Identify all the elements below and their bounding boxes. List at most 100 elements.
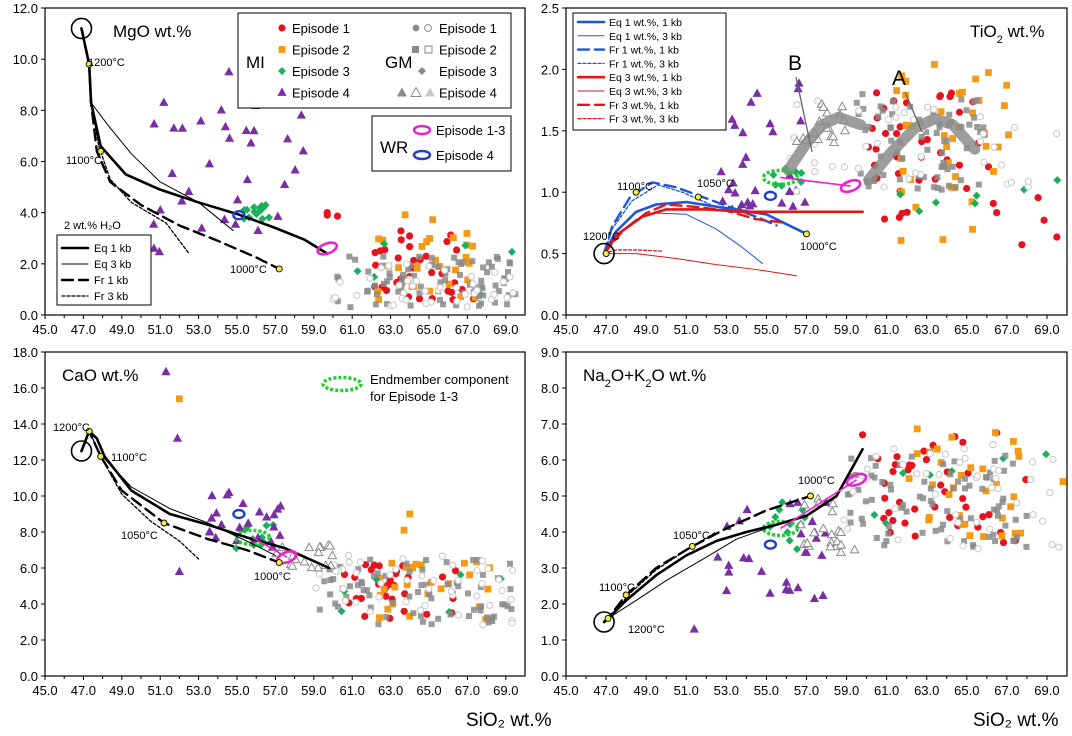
tio2-y-tick-label: 0.0 xyxy=(541,308,559,323)
mgo-x-tick-label: 51.0 xyxy=(148,322,173,337)
cao-point-gm xyxy=(474,556,481,563)
alk-scatter-points xyxy=(689,425,1067,633)
mgo-point-mi4 xyxy=(149,219,159,228)
tio2-point-gm xyxy=(889,111,896,118)
cao-label-1050: 1050°C xyxy=(121,530,158,542)
cao-point-mi2 xyxy=(384,605,392,613)
cao-point-gmo xyxy=(425,585,433,593)
alk-point-gmt xyxy=(802,537,813,547)
alk-point-gm xyxy=(860,520,867,527)
tio2-point-mi2 xyxy=(985,69,992,76)
cao-point-gm xyxy=(375,621,382,628)
mgo-legend-model-box xyxy=(56,234,152,306)
mgo-point-gm xyxy=(478,277,485,284)
tio2-point-mi4 xyxy=(765,118,775,128)
cao-point-mi1 xyxy=(382,592,390,600)
tio2-point-mi4 xyxy=(738,159,748,168)
mgo-point-gmo xyxy=(425,262,433,270)
mgo-point-mi3 xyxy=(353,267,362,276)
cao-point-gmo xyxy=(447,587,455,596)
mgo-point-gmo xyxy=(409,282,417,290)
tio2-point-gm xyxy=(949,163,956,170)
tio2-point-gm xyxy=(934,174,941,181)
cao-point-gm xyxy=(447,611,454,618)
tio2-point-mi2 xyxy=(972,75,980,83)
tio2-point-mi2 xyxy=(990,168,997,175)
alk-point-mi2 xyxy=(913,450,921,458)
tio2-point-gmo xyxy=(880,183,888,191)
mgo-point-gm xyxy=(495,288,502,295)
alk-point-gm xyxy=(919,529,926,536)
tio2-y-tick-label: 0.5 xyxy=(541,247,559,262)
tio2-point-mi2 xyxy=(893,87,901,94)
legend-gm-entry: Episode 1 xyxy=(439,21,497,36)
tio2-point-gm xyxy=(914,185,921,192)
alk-point-mi1 xyxy=(889,467,897,476)
alk-point-gm xyxy=(847,519,854,526)
cao-y-tick-label: 8.0 xyxy=(20,525,38,540)
tio2-start-circle xyxy=(593,242,615,265)
mgo-point-mi4 xyxy=(219,214,230,223)
mgo-model-line xyxy=(80,27,190,255)
cao-point-mi2 xyxy=(376,614,383,622)
cao-x-tick-label: 67.0 xyxy=(455,683,480,698)
alk-label-1100: 1100°C xyxy=(599,582,635,594)
tio2-point-mi1 xyxy=(881,129,890,138)
tio2-point-mi2 xyxy=(943,143,950,151)
tio2-point-gmo xyxy=(980,158,988,166)
tio2-point-gmo xyxy=(884,116,893,124)
tio2-point-gm xyxy=(916,116,923,123)
mgo-point-mi1 xyxy=(372,261,380,269)
alk-point-gmo xyxy=(952,511,960,519)
cao-x-tick-label: 55.0 xyxy=(224,683,249,698)
mgo-point-gm xyxy=(437,296,444,303)
alk-point-mi2 xyxy=(929,481,936,489)
tio2-point-gm xyxy=(924,146,931,153)
mgo-point-mi4 xyxy=(177,123,188,132)
mgo-point-mi2 xyxy=(462,254,470,261)
cao-point-gm xyxy=(403,560,410,567)
alk-point-mi2 xyxy=(933,445,941,453)
tio2-point-gmo xyxy=(1053,130,1061,138)
cao-point-gm xyxy=(406,593,413,600)
cao-point-gmo xyxy=(479,621,487,629)
cao-point-gm xyxy=(360,587,367,594)
tio2-point-mi2 xyxy=(897,237,905,244)
alk-point-gm xyxy=(888,486,895,493)
tio2-point-gmo xyxy=(811,159,819,167)
cao-point-gmo xyxy=(377,579,385,587)
alk-point-mi4 xyxy=(820,528,830,537)
tio2-y-tick-label: 1.5 xyxy=(541,124,559,139)
cao-point-gm xyxy=(321,578,328,585)
tio2-point-gmt xyxy=(828,137,840,147)
tio2-point-mi1 xyxy=(993,209,1001,217)
mgo-point-mi3 xyxy=(380,239,389,248)
alk-point-mi4 xyxy=(817,550,827,559)
tio2-legend-model: Eq 1 wt.%, 1 kb Eq 1 wt.%, 3 kb Fr 1 wt.%,… xyxy=(572,12,727,131)
tio2-point-mi2 xyxy=(1005,131,1012,139)
tio2-point-mi3 xyxy=(931,198,940,207)
legend-model-entry: Eq 1 wt.%, 3 kb xyxy=(609,31,682,43)
tio2-gray-path-1 xyxy=(863,113,981,186)
tio2-point-gm xyxy=(966,121,973,128)
alk-point-gm xyxy=(879,478,886,485)
alk-point-gm xyxy=(855,486,862,493)
tio2-point-gm xyxy=(918,133,925,140)
alk-point-gm xyxy=(939,521,946,528)
mgo-point-gm xyxy=(469,258,476,265)
alk-point-mi2 xyxy=(998,532,1006,540)
alk-point-gmo xyxy=(926,450,934,458)
alk-point-mi3 xyxy=(899,468,908,477)
tio2-point-mi2 xyxy=(937,108,945,116)
alk-temp-marker xyxy=(688,542,696,550)
cao-x-tick-label: 59.0 xyxy=(301,683,326,698)
alk-point-gmo xyxy=(849,488,857,496)
legend-gm-symbol xyxy=(397,87,407,97)
alk-point-gm xyxy=(1010,537,1017,544)
mgo-point-mi1 xyxy=(333,212,342,220)
cao-point-gmo xyxy=(438,552,446,560)
cao-point-mi4 xyxy=(269,522,279,531)
cao-endmember-ellipse xyxy=(233,528,272,547)
tio2-point-gm xyxy=(940,159,947,166)
tio2-point-mi4 xyxy=(794,78,804,87)
